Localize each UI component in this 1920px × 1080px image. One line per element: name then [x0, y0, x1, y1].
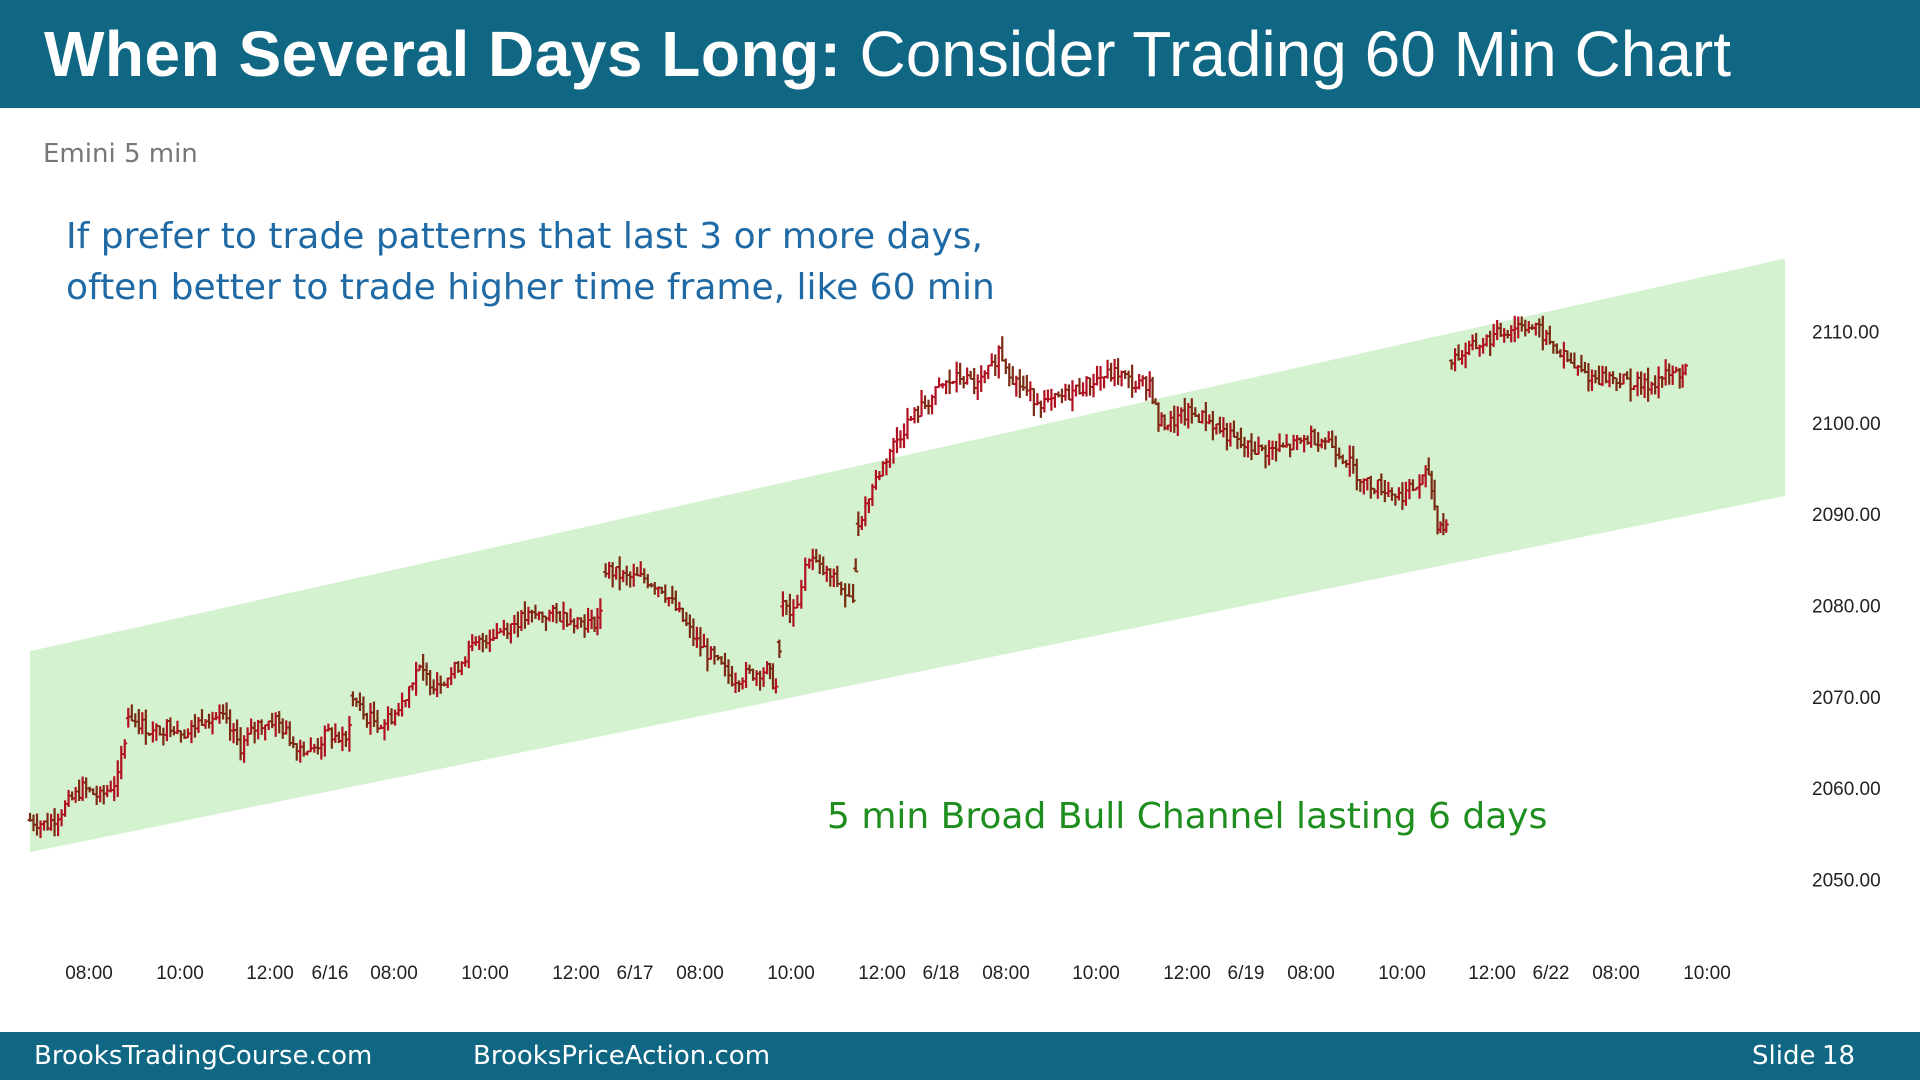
slide-title-bold: When Several Days Long:: [44, 18, 842, 90]
annotation-green: 5 min Broad Bull Channel lasting 6 days: [827, 796, 1547, 837]
footer-site-center[interactable]: BrooksPriceAction.com: [473, 1041, 771, 1071]
x-tick-label: 08:00: [1287, 963, 1335, 984]
x-tick-label: 6/17: [617, 963, 654, 984]
x-tick-label: 10:00: [1378, 963, 1426, 984]
x-tick-label: 08:00: [1592, 963, 1640, 984]
footer-bar: BrooksTradingCourse.com BrooksPriceActio…: [0, 1032, 1920, 1080]
y-tick-label: 2070.00: [1812, 688, 1881, 709]
x-tick-label: 10:00: [767, 963, 815, 984]
bull-channel: [30, 258, 1785, 853]
slide-number: 18: [1822, 1041, 1856, 1071]
x-tick-label: 10:00: [1072, 963, 1120, 984]
x-tick-label: 12:00: [858, 963, 906, 984]
chart-subtitle: Emini 5 min: [43, 139, 198, 169]
x-tick-label: 6/18: [923, 963, 960, 984]
x-tick-label: 6/16: [312, 963, 349, 984]
slide-title-rest: Consider Trading 60 Min Chart: [859, 18, 1731, 90]
annotation-blue-line-1: If prefer to trade patterns that last 3 …: [66, 216, 983, 257]
slide-label: Slide: [1752, 1041, 1816, 1071]
y-tick-label: 2110.00: [1812, 323, 1879, 344]
x-tick-label: 08:00: [65, 963, 113, 984]
annotation-blue-line-2: often better to trade higher time frame,…: [66, 267, 995, 308]
x-tick-label: 10:00: [461, 963, 509, 984]
x-tick-label: 6/19: [1228, 963, 1265, 984]
y-tick-label: 2080.00: [1812, 597, 1881, 618]
footer-site-left[interactable]: BrooksTradingCourse.com: [34, 1041, 373, 1071]
y-tick-label: 2060.00: [1812, 779, 1881, 800]
x-tick-label: 12:00: [246, 963, 294, 984]
y-tick-label: 2100.00: [1812, 414, 1881, 435]
x-tick-label: 6/22: [1533, 963, 1570, 984]
x-tick-label: 08:00: [982, 963, 1030, 984]
chart-area: Emini 5 min If prefer to trade patterns …: [0, 108, 1920, 1032]
y-tick-label: 2050.00: [1812, 870, 1881, 891]
x-tick-label: 08:00: [676, 963, 724, 984]
y-tick-label: 2090.00: [1812, 505, 1881, 526]
x-tick-label: 12:00: [1468, 963, 1516, 984]
price-chart: Emini 5 min If prefer to trade patterns …: [27, 139, 1881, 984]
title-bar: When Several Days Long: Consider Trading…: [0, 0, 1920, 108]
x-tick-label: 12:00: [1163, 963, 1211, 984]
x-tick-label: 10:00: [1683, 963, 1731, 984]
x-tick-label: 12:00: [552, 963, 600, 984]
x-tick-label: 08:00: [370, 963, 418, 984]
x-tick-label: 10:00: [156, 963, 204, 984]
